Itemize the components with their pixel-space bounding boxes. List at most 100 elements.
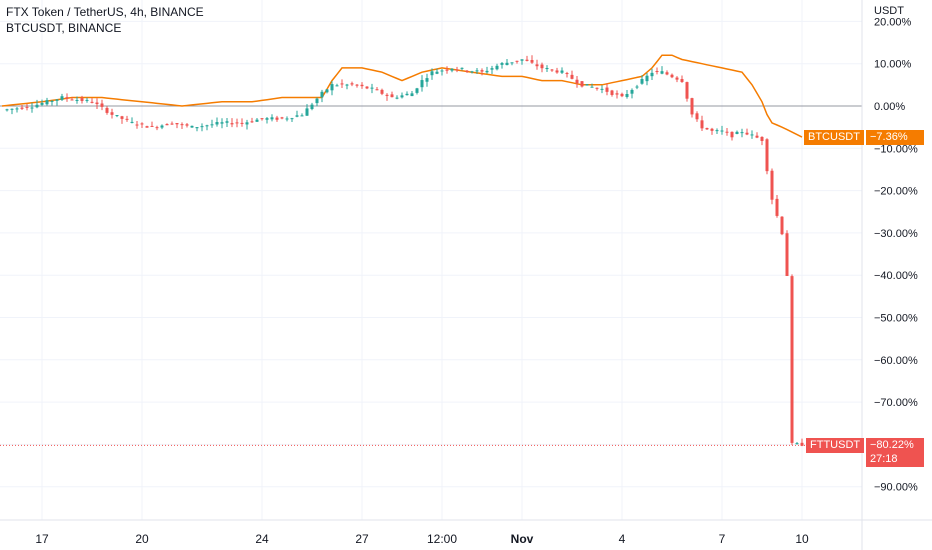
candle-body — [295, 115, 299, 117]
candle-body — [520, 59, 524, 61]
ftt-symbol-tag: FTTUSDT — [806, 438, 865, 453]
axis-unit: USDT — [874, 5, 904, 17]
candle-body — [335, 85, 339, 87]
candle-body — [530, 60, 534, 63]
candle-body — [635, 86, 639, 88]
x-tick-label: 24 — [255, 532, 269, 546]
candle-body — [735, 131, 739, 134]
candle-body — [790, 276, 794, 443]
y-tick-label: −20.00% — [874, 186, 918, 198]
candle-body — [380, 89, 384, 94]
candle-body — [235, 122, 239, 124]
candle-body — [625, 94, 629, 97]
candle-body — [355, 84, 359, 86]
x-tick-label: 27 — [355, 532, 369, 546]
candle-body — [210, 124, 214, 126]
candle-body — [580, 81, 584, 87]
candle-body — [195, 127, 199, 129]
candle-body — [75, 99, 79, 101]
candle-body — [180, 124, 184, 126]
btc-symbol-tag: BTCUSDT — [804, 130, 864, 145]
candle-body — [300, 115, 304, 117]
candle-body — [135, 124, 139, 126]
y-tick-label: −90.00% — [874, 482, 918, 494]
x-tick-label: 4 — [619, 532, 626, 546]
candle-body — [85, 99, 89, 101]
candle-body — [365, 86, 369, 89]
candle-body — [555, 70, 559, 73]
candle-body — [5, 109, 9, 111]
x-tick-label: Nov — [511, 532, 534, 546]
y-tick-label: −40.00% — [874, 270, 918, 282]
candle-body — [330, 84, 334, 91]
candle-body — [170, 123, 174, 125]
candle-body — [245, 122, 249, 125]
candle-body — [10, 108, 14, 110]
candle-body — [60, 96, 64, 100]
candle-body — [435, 71, 439, 74]
candle-body — [370, 87, 374, 89]
candle-body — [35, 104, 39, 108]
candle-body — [45, 100, 49, 105]
candle-body — [640, 78, 644, 84]
y-tick-label: −60.00% — [874, 355, 918, 367]
candle-body — [220, 122, 224, 124]
candle-body — [600, 88, 604, 90]
candle-body — [270, 117, 274, 120]
candle-body — [785, 233, 789, 276]
candle-body — [15, 108, 19, 110]
candle-body — [800, 442, 804, 446]
candle-body — [630, 89, 634, 94]
candle-body — [550, 69, 554, 71]
candle-body — [290, 118, 294, 120]
candle-body — [585, 84, 589, 86]
candle-body — [420, 80, 424, 88]
candle-body — [95, 102, 99, 105]
candle-body — [105, 107, 109, 113]
candle-body — [215, 122, 219, 125]
candle-body — [190, 125, 194, 128]
candle-body — [225, 121, 229, 123]
candle-body — [650, 72, 654, 77]
candle-body — [385, 94, 389, 96]
candle-body — [535, 64, 539, 67]
candle-body — [505, 62, 509, 66]
candle-body — [705, 128, 709, 130]
x-tick-label: 20 — [135, 532, 149, 546]
candle-body — [710, 128, 714, 131]
candle-body — [375, 89, 379, 91]
y-tick-label: 0.00% — [874, 101, 905, 113]
candle-body — [765, 139, 769, 172]
candle-body — [795, 443, 799, 445]
candle-body — [30, 107, 34, 109]
candle-body — [675, 77, 679, 80]
candle-body — [720, 130, 724, 132]
countdown-tag: 27:18 — [866, 452, 924, 467]
candle-body — [395, 97, 399, 99]
candle-body — [205, 125, 209, 127]
candle-body — [680, 79, 684, 82]
candle-body — [315, 98, 319, 104]
candle-body — [655, 71, 659, 73]
candle-body — [130, 121, 134, 123]
candle-body — [470, 71, 474, 73]
candle-body — [480, 70, 484, 72]
candle-body — [350, 83, 354, 85]
candle-body — [620, 93, 624, 97]
candle-body — [440, 70, 444, 72]
candle-body — [455, 69, 459, 71]
candle-body — [40, 103, 44, 105]
candle-body — [310, 104, 314, 110]
candle-body — [50, 100, 54, 102]
candle-body — [100, 103, 104, 107]
candle-body — [65, 97, 69, 99]
candle-body — [575, 79, 579, 84]
candle-body — [610, 90, 614, 95]
candle-body — [775, 198, 779, 216]
candle-body — [240, 122, 244, 124]
candle-body — [560, 70, 564, 73]
candle-body — [175, 122, 179, 125]
candle-body — [700, 120, 704, 129]
